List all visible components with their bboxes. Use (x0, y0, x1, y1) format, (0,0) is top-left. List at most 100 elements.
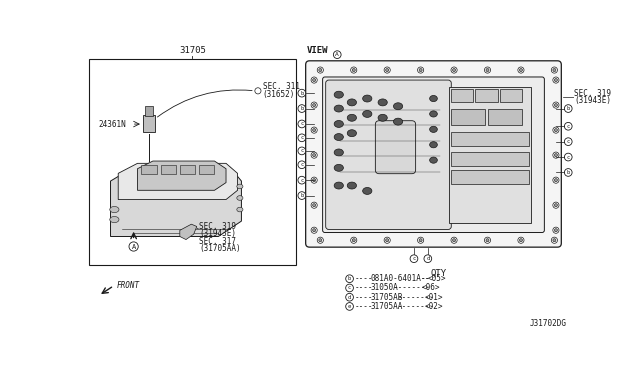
Circle shape (554, 129, 557, 132)
FancyBboxPatch shape (306, 61, 561, 247)
Text: <06>: <06> (421, 283, 440, 292)
Text: 31050A: 31050A (371, 283, 398, 292)
Ellipse shape (363, 95, 372, 102)
Circle shape (553, 177, 559, 183)
Circle shape (386, 239, 388, 242)
Text: VIEW: VIEW (307, 46, 329, 55)
Circle shape (317, 67, 323, 73)
Circle shape (452, 68, 456, 71)
Text: 31705AA: 31705AA (371, 302, 403, 311)
Circle shape (419, 68, 422, 71)
Text: c: c (300, 135, 303, 140)
Bar (449, 87, 531, 222)
Text: --------: -------- (397, 293, 435, 302)
Bar (180, 165, 195, 174)
Bar (141, 165, 157, 174)
Circle shape (298, 134, 306, 142)
Ellipse shape (348, 99, 356, 106)
Circle shape (554, 203, 557, 207)
Text: SEC. 317: SEC. 317 (199, 237, 236, 246)
Circle shape (564, 138, 572, 145)
Circle shape (351, 237, 357, 243)
Text: b: b (300, 106, 303, 111)
Text: c: c (412, 256, 415, 261)
Circle shape (312, 78, 316, 81)
Circle shape (554, 154, 557, 157)
Text: c: c (348, 285, 351, 291)
Ellipse shape (394, 118, 403, 125)
Circle shape (312, 103, 316, 107)
Circle shape (518, 67, 524, 73)
Ellipse shape (394, 103, 403, 110)
Ellipse shape (378, 99, 387, 106)
Ellipse shape (378, 114, 387, 121)
Text: c: c (566, 139, 570, 144)
Ellipse shape (429, 111, 437, 117)
Ellipse shape (348, 130, 356, 137)
Text: --: -- (420, 274, 429, 283)
Circle shape (312, 229, 316, 232)
Circle shape (564, 122, 572, 130)
Polygon shape (138, 161, 226, 190)
Circle shape (384, 237, 390, 243)
Text: A: A (131, 244, 136, 250)
Circle shape (520, 68, 522, 71)
Circle shape (451, 67, 457, 73)
Circle shape (311, 227, 317, 233)
Circle shape (317, 237, 323, 243)
Circle shape (298, 120, 306, 128)
Circle shape (410, 255, 418, 263)
Circle shape (312, 154, 316, 157)
Ellipse shape (429, 126, 437, 132)
Ellipse shape (334, 91, 344, 98)
Circle shape (386, 68, 388, 71)
Ellipse shape (363, 110, 372, 118)
Circle shape (554, 229, 557, 232)
Circle shape (129, 242, 138, 251)
Circle shape (451, 237, 457, 243)
Bar (451, 109, 485, 125)
Text: c: c (300, 148, 303, 153)
Circle shape (486, 68, 489, 71)
Text: FRONT: FRONT (116, 281, 140, 290)
Text: A: A (335, 52, 339, 57)
Text: d: d (426, 256, 429, 261)
Circle shape (311, 202, 317, 208)
Ellipse shape (334, 134, 344, 141)
Text: QTY: QTY (430, 269, 446, 278)
Ellipse shape (237, 184, 243, 189)
Ellipse shape (237, 196, 243, 200)
FancyBboxPatch shape (326, 80, 451, 230)
Circle shape (311, 177, 317, 183)
Circle shape (564, 169, 572, 176)
Text: b: b (300, 91, 303, 96)
Circle shape (553, 68, 556, 71)
Text: b: b (566, 106, 570, 111)
Circle shape (333, 51, 341, 58)
Ellipse shape (334, 105, 344, 112)
Text: b: b (348, 276, 351, 281)
Circle shape (553, 202, 559, 208)
Ellipse shape (109, 217, 119, 222)
Text: (31943E): (31943E) (199, 229, 236, 238)
Circle shape (352, 68, 355, 71)
Circle shape (417, 67, 424, 73)
Circle shape (564, 105, 572, 112)
Text: c: c (300, 121, 303, 126)
Text: d: d (348, 295, 351, 300)
Text: J31702DG: J31702DG (530, 319, 566, 328)
Text: e: e (348, 304, 351, 309)
Ellipse shape (348, 182, 356, 189)
Bar (451, 170, 529, 184)
Circle shape (298, 176, 306, 184)
Circle shape (554, 179, 557, 182)
Bar (145, 106, 153, 116)
Polygon shape (180, 224, 196, 240)
Circle shape (255, 88, 261, 94)
Circle shape (518, 237, 524, 243)
Circle shape (346, 294, 353, 301)
Circle shape (554, 78, 557, 81)
Ellipse shape (429, 142, 437, 148)
Text: ----: ---- (355, 283, 374, 292)
Circle shape (298, 105, 306, 112)
